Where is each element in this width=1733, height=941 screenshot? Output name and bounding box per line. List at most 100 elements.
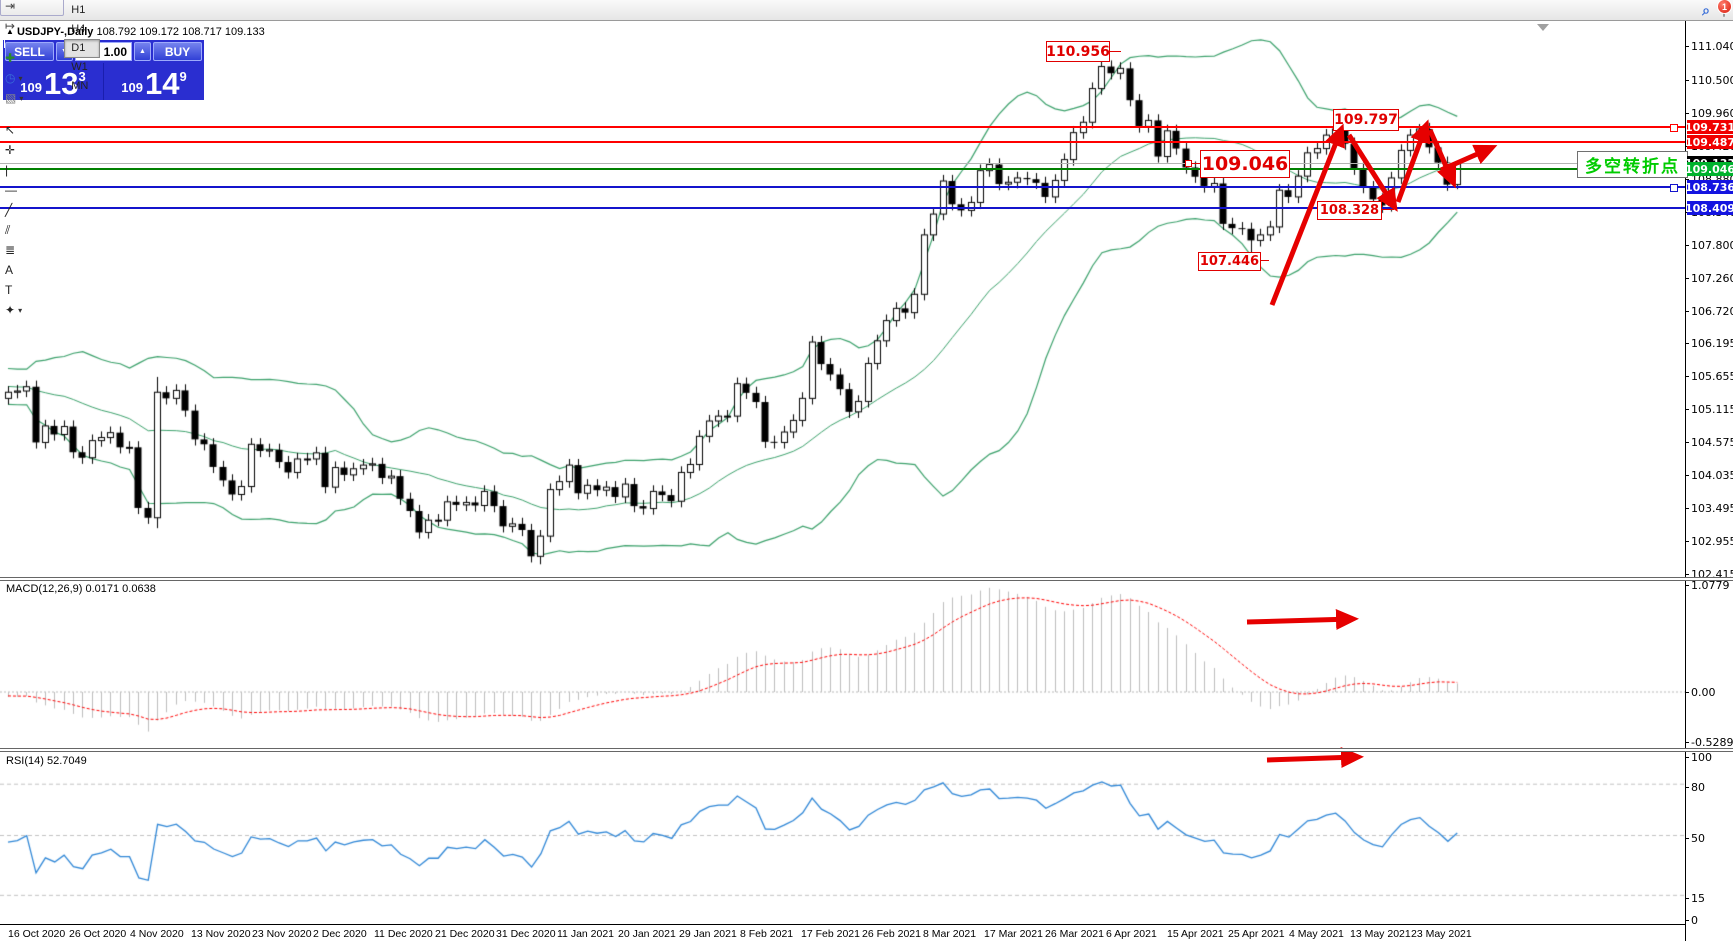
symbol-period-label: USDJPY-,Daily xyxy=(16,26,94,38)
price-tick-label: 107.260 xyxy=(1691,272,1733,285)
timeframe-h1[interactable]: H1 xyxy=(71,4,86,16)
macd-pane-canvas[interactable] xyxy=(0,581,1685,748)
price-tick-mark xyxy=(1685,442,1689,443)
resistance-line-109731-handle[interactable] xyxy=(1670,124,1678,132)
price-chart-canvas[interactable] xyxy=(0,20,1685,577)
price-badge-109487: 109.487 xyxy=(1684,135,1733,149)
rsi-label: RSI(14) 52.7049 xyxy=(6,755,87,767)
indicator-tick-label: 15 xyxy=(1691,892,1705,905)
timeframe-mn[interactable]: MN xyxy=(71,80,89,92)
pivot-line-109046[interactable] xyxy=(0,168,1685,170)
date-label: 11 Jan 2021 xyxy=(557,928,615,940)
price-tick-mark xyxy=(1685,574,1689,575)
annotation-price-label[interactable]: 109.046 xyxy=(1200,150,1290,178)
cursor-button[interactable]: ↖ xyxy=(0,120,64,140)
annotation-connector xyxy=(1259,260,1269,261)
price-badge-109046: 109.046 xyxy=(1684,162,1733,176)
price-tick-label: 102.955 xyxy=(1691,535,1733,548)
auto-scroll-button[interactable]: ⇥ xyxy=(0,0,65,16)
timeframe-w1[interactable]: W1 xyxy=(71,61,88,73)
label-button[interactable]: T xyxy=(0,280,64,300)
price-tick-label: 103.495 xyxy=(1691,502,1733,515)
price-tick-mark xyxy=(1685,508,1689,509)
annotation-price-label[interactable]: 109.797 xyxy=(1333,109,1399,131)
pane-separator-rsi[interactable] xyxy=(0,748,1733,752)
indicators-button[interactable]: ✚ xyxy=(0,48,64,68)
indicator-tick-label: 0.00 xyxy=(1691,686,1716,699)
price-tick-mark xyxy=(1685,179,1689,180)
collapse-icon[interactable]: ▲ xyxy=(6,27,14,36)
support-line-108736[interactable] xyxy=(0,186,1685,188)
periods-button[interactable]: ◷ ▾ xyxy=(0,68,64,88)
toolbar-separator xyxy=(4,36,5,48)
search-icon[interactable]: ⌕ xyxy=(1702,1,1710,18)
arrows-button[interactable]: ✦ ▾ xyxy=(0,300,64,320)
indicator-tick-label: -0.5289 xyxy=(1691,736,1733,749)
support-line-108736-handle[interactable] xyxy=(1670,184,1678,192)
crosshair-icon: ✛ xyxy=(5,143,16,157)
crosshair-button[interactable]: ✛ xyxy=(0,140,64,160)
resistance-line-109731[interactable] xyxy=(0,126,1685,128)
date-label: 23 Nov 2020 xyxy=(252,928,312,940)
chart-shift-button[interactable]: ↦ xyxy=(0,16,64,36)
support-line-108409[interactable] xyxy=(0,207,1685,209)
price-badge-108736: 108.736 xyxy=(1684,180,1733,194)
chart-shift-marker[interactable] xyxy=(1537,24,1549,31)
toolbar-separator xyxy=(4,320,5,332)
date-label: 25 Apr 2021 xyxy=(1228,928,1285,940)
buy-price-figure: 109 xyxy=(121,80,143,95)
volume-increase-button[interactable]: ▲ xyxy=(134,42,151,61)
chart-shift-icon: ↦ xyxy=(5,19,16,33)
templates-button[interactable]: ▧ ▾ xyxy=(0,88,64,108)
price-tick-mark xyxy=(1685,376,1689,377)
timeframe-h4[interactable]: H4 xyxy=(71,23,86,35)
date-axis-line xyxy=(0,924,1686,925)
buy-price-display[interactable]: 109 14 9 xyxy=(104,63,204,100)
buy-button[interactable]: BUY xyxy=(153,42,202,61)
date-label: 8 Mar 2021 xyxy=(923,928,977,940)
channel-button[interactable]: ⫽ xyxy=(0,220,64,240)
price-tick-mark xyxy=(1685,343,1689,344)
indicator-tick-label: 1.0779 xyxy=(1691,579,1730,592)
text-icon: A xyxy=(5,263,14,277)
fibonacci-button[interactable]: ≣ xyxy=(0,240,64,260)
annotation-price-label[interactable]: 110.956 xyxy=(1046,41,1110,62)
indicator-tick-mark xyxy=(1685,920,1689,921)
chat-button[interactable]: 1 xyxy=(1717,0,1732,17)
trendline-button[interactable]: ╱ xyxy=(0,200,64,220)
annotation-price-label[interactable]: 107.446 xyxy=(1198,252,1261,271)
bid-price-line[interactable] xyxy=(0,163,1685,164)
timeframe-d1[interactable]: D1 xyxy=(64,38,100,58)
date-label: 4 May 2021 xyxy=(1289,928,1344,940)
periods-icon: ◷ xyxy=(5,71,16,85)
date-label: 26 Mar 2021 xyxy=(1045,928,1104,940)
macd-label: MACD(12,26,9) 0.0171 0.0638 xyxy=(6,583,156,595)
date-label: 13 Nov 2020 xyxy=(191,928,251,940)
hline-button[interactable]: — xyxy=(0,180,64,200)
rsi-pane-canvas[interactable] xyxy=(0,752,1685,924)
sell-price-display[interactable]: 109 13 3 xyxy=(3,63,103,100)
indicator-tick-mark xyxy=(1685,898,1689,899)
indicator-tick-mark xyxy=(1685,757,1689,758)
price-tick-label: 107.800 xyxy=(1691,239,1733,252)
price-tick-label: 110.500 xyxy=(1691,74,1733,87)
price-tick-mark xyxy=(1685,80,1689,81)
pane-separator-macd[interactable] xyxy=(0,577,1733,581)
annotation-anchor-handle[interactable] xyxy=(1185,160,1192,167)
resistance-line-109487[interactable] xyxy=(0,141,1685,143)
hline-icon: — xyxy=(5,183,17,197)
indicator-tick-mark xyxy=(1685,692,1689,693)
sell-button[interactable]: SELL xyxy=(5,42,54,61)
date-label: 16 Oct 2020 xyxy=(8,928,66,940)
price-tick-mark xyxy=(1685,541,1689,542)
sell-price-figure: 109 xyxy=(20,80,42,95)
turning-point-annotation[interactable]: 多空转折点 xyxy=(1577,151,1688,178)
vline-button[interactable]: | xyxy=(0,160,64,180)
text-button[interactable]: A xyxy=(0,260,64,280)
buy-price-point: 9 xyxy=(179,69,187,84)
date-label: 26 Oct 2020 xyxy=(69,928,127,940)
date-label: 29 Jan 2021 xyxy=(679,928,737,940)
trendline-icon: ╱ xyxy=(5,203,13,217)
annotation-price-label[interactable]: 108.328 xyxy=(1317,201,1382,220)
chevron-down-icon: ▾ xyxy=(18,305,23,315)
